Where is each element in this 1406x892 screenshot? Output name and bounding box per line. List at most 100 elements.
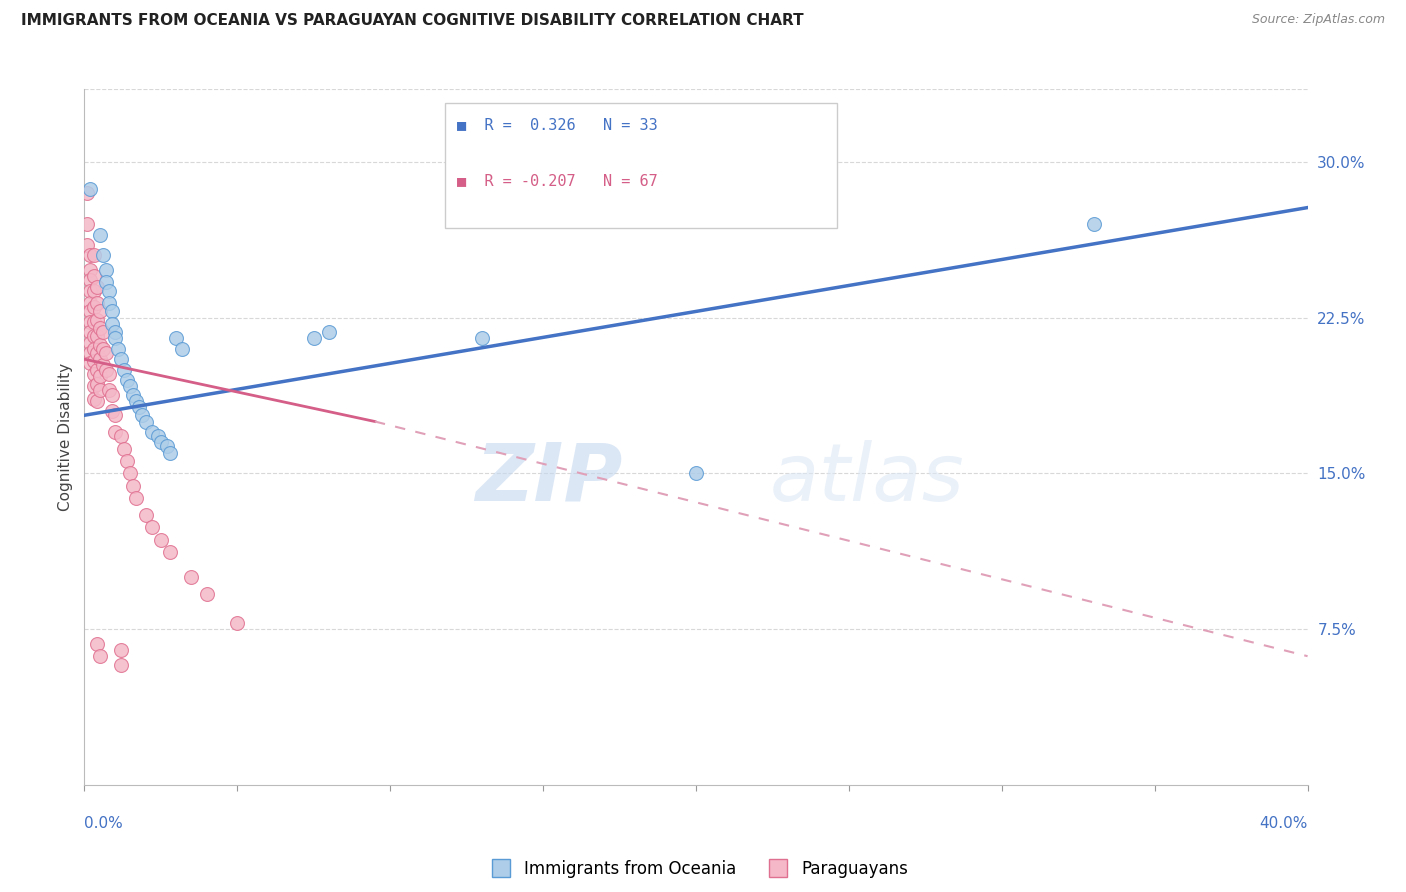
Point [122,387,145,401]
Point [115,454,138,468]
Point [89,227,111,242]
Point [79,296,101,310]
Point [83,367,105,381]
Point [91,342,114,356]
Point [110,352,132,367]
Point [86,329,108,343]
Point [83,315,105,329]
Point [79,248,101,262]
Point [165,331,187,345]
Point [86,279,108,293]
Point [86,637,108,651]
Point [91,248,114,262]
Point [86,296,108,310]
Point [471,331,494,345]
Point [125,393,148,408]
Point [89,304,111,318]
Text: ■  R = -0.207   N = 67: ■ R = -0.207 N = 67 [457,173,658,187]
Point [110,657,132,672]
Point [76,238,98,252]
Point [101,317,124,331]
Point [141,425,163,439]
Point [83,392,105,406]
Legend: Immigrants from Oceania, Paraguayans: Immigrants from Oceania, Paraguayans [477,853,915,885]
Point [97,367,120,381]
Point [226,615,249,630]
Point [89,368,111,383]
Point [180,570,202,584]
Point [89,352,111,367]
Point [1083,217,1105,231]
Point [94,362,117,376]
Point [149,533,172,547]
Point [94,263,117,277]
Point [104,425,127,439]
Point [104,331,127,345]
Point [76,186,98,200]
Point [115,373,138,387]
Point [97,284,120,298]
Point [83,269,105,284]
Point [125,491,148,506]
Point [107,342,129,356]
Point [86,312,108,326]
Point [156,439,179,453]
Point [91,359,114,373]
Point [101,387,124,401]
Point [79,356,101,370]
Point [79,273,101,287]
Point [79,284,101,298]
Point [128,400,150,414]
Point [141,520,163,534]
Text: ■  R =  0.326   N = 33: ■ R = 0.326 N = 33 [457,117,658,132]
Text: IMMIGRANTS FROM OCEANIA VS PARAGUAYAN COGNITIVE DISABILITY CORRELATION CHART: IMMIGRANTS FROM OCEANIA VS PARAGUAYAN CO… [21,13,804,29]
Point [135,508,157,522]
Point [112,442,135,456]
Point [131,409,153,423]
Point [79,182,101,196]
Point [83,329,105,343]
Point [79,325,101,339]
Point [112,362,135,376]
Point [101,404,124,418]
Point [101,304,124,318]
Point [79,263,101,277]
Text: ZIP: ZIP [475,440,623,518]
Point [79,315,101,329]
Text: Source: ZipAtlas.com: Source: ZipAtlas.com [1251,13,1385,27]
Point [122,479,145,493]
Point [83,284,105,298]
Point [79,346,101,360]
Point [94,276,117,290]
Point [685,467,707,481]
FancyBboxPatch shape [446,103,837,228]
Point [86,346,108,360]
Point [172,342,194,356]
Text: 0.0%: 0.0% [84,816,124,831]
Point [159,445,181,459]
Point [104,325,127,339]
Point [79,335,101,350]
Point [195,587,218,601]
Point [83,354,105,368]
Text: 40.0%: 40.0% [1260,816,1308,831]
Point [79,304,101,318]
Point [146,429,169,443]
Point [83,342,105,356]
Point [110,429,132,443]
Y-axis label: Cognitive Disability: Cognitive Disability [58,363,73,511]
Point [110,643,132,657]
Text: atlas: atlas [769,440,965,518]
Point [86,362,108,376]
Point [120,379,142,393]
Point [86,377,108,392]
Point [159,545,181,559]
Point [135,415,157,429]
Point [97,384,120,398]
Point [91,325,114,339]
Point [83,379,105,393]
Point [89,649,111,664]
Point [302,331,325,345]
Point [120,467,142,481]
Point [104,409,127,423]
